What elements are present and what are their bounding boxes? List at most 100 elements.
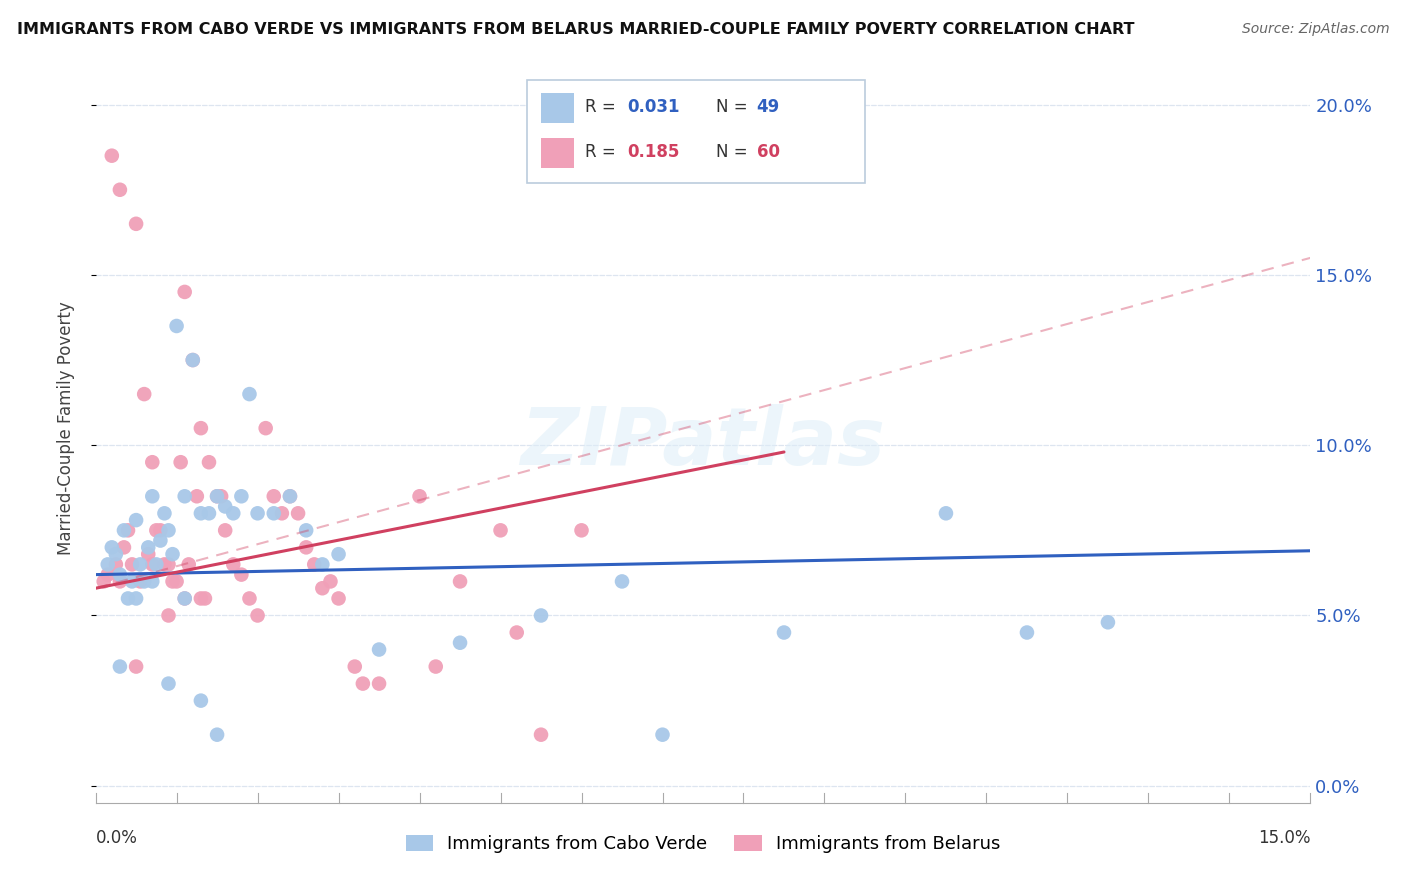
Point	[190, 693, 212, 707]
Point	[190, 591, 212, 606]
Point	[214, 524, 236, 538]
Point	[177, 558, 200, 572]
Point	[368, 642, 391, 657]
Point	[166, 318, 188, 333]
Point	[149, 533, 172, 548]
Point	[108, 183, 131, 197]
Point	[214, 500, 236, 514]
Point	[311, 581, 333, 595]
Point	[530, 728, 553, 742]
Point	[328, 547, 350, 561]
Point	[610, 574, 633, 589]
Point	[194, 591, 217, 606]
Bar	[541, 137, 575, 169]
Point	[104, 547, 127, 561]
Point	[145, 524, 167, 538]
Point	[173, 591, 195, 606]
Point	[304, 558, 326, 572]
Point	[125, 659, 148, 673]
Point	[181, 353, 204, 368]
Point	[198, 455, 221, 469]
Point	[198, 506, 221, 520]
Point	[190, 506, 212, 520]
Point	[246, 608, 269, 623]
Point	[125, 217, 148, 231]
Point	[186, 489, 208, 503]
Bar	[541, 93, 575, 123]
Point	[108, 659, 131, 673]
Point	[1097, 615, 1119, 630]
Text: 49: 49	[756, 98, 780, 116]
Point	[278, 489, 301, 503]
Point	[104, 558, 127, 572]
Point	[125, 591, 148, 606]
Text: ZIPatlas: ZIPatlas	[520, 404, 886, 483]
Point	[136, 547, 159, 561]
Text: 60: 60	[756, 143, 780, 161]
Point	[157, 524, 180, 538]
FancyBboxPatch shape	[527, 80, 865, 183]
Text: 0.185: 0.185	[627, 143, 679, 161]
Point	[425, 659, 447, 673]
Point	[121, 574, 143, 589]
Text: 0.031: 0.031	[627, 98, 679, 116]
Text: 15.0%: 15.0%	[1258, 829, 1310, 847]
Point	[328, 591, 350, 606]
Point	[157, 558, 180, 572]
Text: N =: N =	[716, 98, 754, 116]
Point	[295, 541, 318, 555]
Point	[231, 489, 253, 503]
Point	[205, 489, 228, 503]
Point	[162, 574, 184, 589]
Point	[181, 353, 204, 368]
Point	[506, 625, 529, 640]
Point	[112, 541, 135, 555]
Point	[343, 659, 366, 673]
Point	[101, 541, 124, 555]
Point	[190, 421, 212, 435]
Point	[173, 285, 195, 299]
Point	[222, 506, 245, 520]
Point	[141, 558, 163, 572]
Point	[238, 591, 260, 606]
Point	[278, 489, 301, 503]
Text: IMMIGRANTS FROM CABO VERDE VS IMMIGRANTS FROM BELARUS MARRIED-COUPLE FAMILY POVE: IMMIGRANTS FROM CABO VERDE VS IMMIGRANTS…	[17, 22, 1135, 37]
Point	[153, 558, 176, 572]
Point	[449, 574, 471, 589]
Point	[311, 558, 333, 572]
Point	[773, 625, 796, 640]
Point	[108, 574, 131, 589]
Point	[319, 574, 342, 589]
Point	[368, 676, 391, 690]
Point	[571, 524, 593, 538]
Point	[125, 513, 148, 527]
Point	[121, 558, 143, 572]
Point	[530, 608, 553, 623]
Point	[101, 149, 124, 163]
Point	[263, 489, 285, 503]
Point	[149, 524, 172, 538]
Point	[141, 455, 163, 469]
Point	[157, 676, 180, 690]
Point	[145, 558, 167, 572]
Point	[352, 676, 374, 690]
Point	[263, 506, 285, 520]
Point	[173, 591, 195, 606]
Point	[231, 567, 253, 582]
Point	[129, 574, 152, 589]
Point	[166, 574, 188, 589]
Point	[449, 636, 471, 650]
Point	[205, 728, 228, 742]
Point	[157, 608, 180, 623]
Point	[169, 455, 191, 469]
Point	[489, 524, 512, 538]
Point	[254, 421, 277, 435]
Point	[134, 387, 156, 401]
Legend: Immigrants from Cabo Verde, Immigrants from Belarus: Immigrants from Cabo Verde, Immigrants f…	[398, 828, 1008, 861]
Point	[129, 558, 152, 572]
Text: R =: R =	[585, 143, 620, 161]
Text: N =: N =	[716, 143, 754, 161]
Point	[651, 728, 673, 742]
Point	[287, 506, 309, 520]
Text: Source: ZipAtlas.com: Source: ZipAtlas.com	[1241, 22, 1389, 37]
